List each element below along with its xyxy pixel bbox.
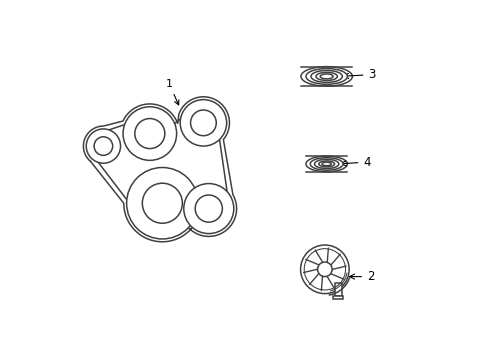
Ellipse shape — [322, 162, 331, 166]
Circle shape — [183, 184, 233, 234]
Circle shape — [123, 107, 176, 160]
Circle shape — [317, 262, 331, 276]
Text: 1: 1 — [165, 79, 179, 105]
Ellipse shape — [305, 68, 346, 84]
Circle shape — [126, 167, 198, 239]
Ellipse shape — [320, 74, 332, 79]
Bar — [333, 296, 342, 300]
Ellipse shape — [300, 67, 352, 86]
Circle shape — [195, 195, 222, 222]
Ellipse shape — [305, 156, 346, 172]
Bar — [334, 283, 341, 296]
Ellipse shape — [314, 159, 338, 168]
Circle shape — [180, 100, 226, 146]
Text: 2: 2 — [349, 270, 374, 283]
Circle shape — [86, 129, 121, 163]
Circle shape — [142, 183, 182, 223]
Circle shape — [135, 118, 164, 149]
Circle shape — [190, 110, 216, 136]
Ellipse shape — [309, 158, 343, 170]
Circle shape — [300, 245, 348, 294]
Text: 3: 3 — [343, 68, 375, 81]
Circle shape — [94, 137, 112, 156]
Ellipse shape — [315, 72, 337, 81]
Ellipse shape — [318, 161, 334, 167]
Text: 4: 4 — [340, 156, 370, 168]
Ellipse shape — [310, 71, 342, 82]
